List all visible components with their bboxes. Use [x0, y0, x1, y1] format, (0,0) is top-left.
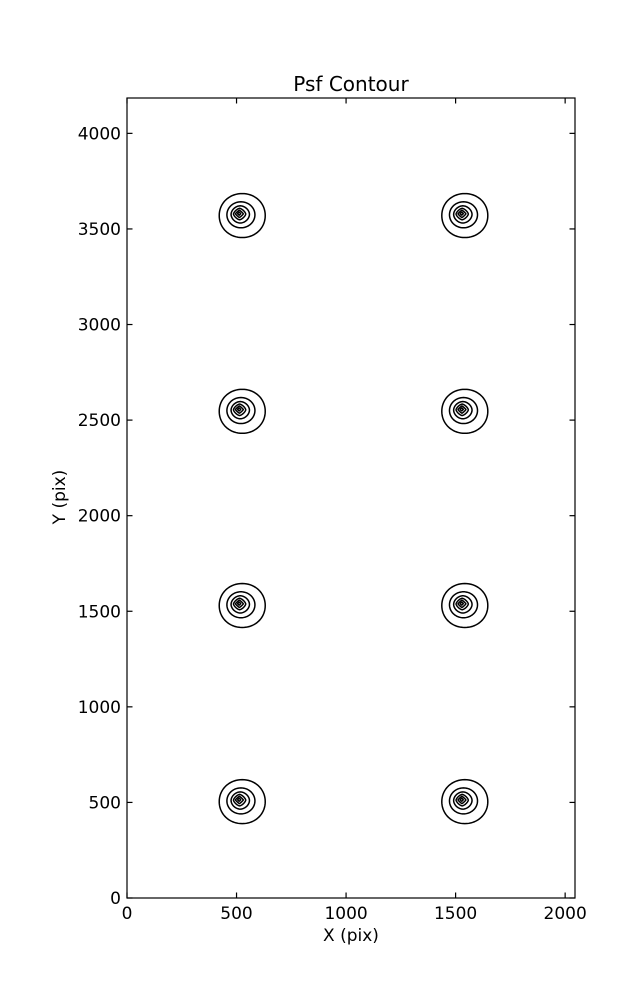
contour-line	[234, 209, 245, 219]
contour-line	[448, 591, 479, 619]
contour-line	[234, 405, 245, 414]
y-tick-label: 1000	[78, 698, 121, 718]
contour-line	[232, 597, 247, 611]
psf-contour-cluster	[218, 388, 266, 435]
contour-line	[230, 205, 251, 224]
contour-line	[232, 403, 247, 417]
contour-line	[457, 209, 467, 219]
psf-contour-cluster	[218, 778, 266, 825]
y-tick-label: 1500	[78, 602, 121, 622]
contour-line	[457, 599, 467, 609]
contour-line	[459, 407, 465, 412]
contour-line	[236, 601, 242, 606]
contour-line	[452, 791, 473, 810]
contour-line	[455, 793, 470, 807]
x-tick-label: 500	[220, 904, 252, 924]
y-axis-label: Y (pix)	[50, 470, 70, 526]
contour-line	[236, 211, 242, 216]
contour-line	[459, 601, 465, 606]
psf-contour-cluster	[441, 778, 489, 825]
psf-contour-cluster	[441, 388, 489, 435]
y-tick-label: 500	[89, 793, 121, 813]
y-tick-label: 0	[110, 889, 121, 909]
contour-line	[448, 787, 479, 815]
contour-line	[232, 793, 247, 807]
contour-line	[448, 201, 479, 229]
contour-line	[226, 396, 256, 425]
psf-contour-cluster	[441, 582, 489, 629]
psf-contour-cluster	[441, 192, 489, 239]
y-tick-label: 2500	[78, 411, 121, 431]
x-tick-label: 1500	[434, 904, 477, 924]
contour-line	[455, 403, 470, 417]
psf-contour-cluster	[218, 192, 266, 239]
contour-line	[441, 582, 489, 629]
contour-line	[236, 407, 242, 412]
contour-line	[218, 582, 266, 629]
contour-line	[441, 388, 489, 435]
contour-line	[459, 797, 465, 803]
y-tick-label: 3500	[78, 220, 121, 240]
x-axis-label: X (pix)	[323, 926, 379, 946]
contour-line	[218, 192, 266, 239]
contour-line	[218, 388, 266, 435]
contour-clusters	[218, 192, 489, 825]
y-tick-label: 4000	[78, 124, 121, 144]
x-tick-label: 0	[122, 904, 133, 924]
contour-line	[448, 396, 479, 425]
contour-line	[226, 201, 256, 229]
contour-line	[455, 207, 470, 221]
contour-line	[455, 597, 470, 611]
contour-line	[232, 207, 247, 221]
x-tick-label: 2000	[544, 904, 587, 924]
axis-ticks	[126, 98, 575, 899]
contour-line	[457, 405, 467, 414]
contour-line	[230, 400, 251, 420]
contour-line	[441, 192, 489, 239]
contour-line	[452, 595, 473, 614]
contour-line	[230, 595, 251, 614]
contour-line	[226, 591, 256, 619]
contour-line	[459, 211, 465, 216]
contour-line	[218, 778, 266, 825]
contour-line	[226, 787, 256, 815]
y-tick-label: 2000	[78, 507, 121, 527]
chart-title: Psf Contour	[293, 72, 409, 96]
contour-line	[452, 205, 473, 224]
plot-area-border	[126, 97, 576, 899]
plot-area-background	[127, 98, 575, 898]
y-tick-label: 3000	[78, 316, 121, 336]
contour-line	[457, 795, 467, 805]
psf-contour-cluster	[218, 582, 266, 629]
contour-line	[441, 778, 489, 825]
contour-line	[230, 791, 251, 810]
contour-line	[234, 795, 245, 805]
x-tick-label: 1000	[324, 904, 367, 924]
contour-line	[452, 400, 473, 420]
contour-line	[234, 599, 245, 609]
contour-line	[236, 797, 242, 803]
axis-tick-labels: 0 500 1000 1500 2000 0 500 1000 1500 2000 2500 3000…	[78, 124, 587, 924]
